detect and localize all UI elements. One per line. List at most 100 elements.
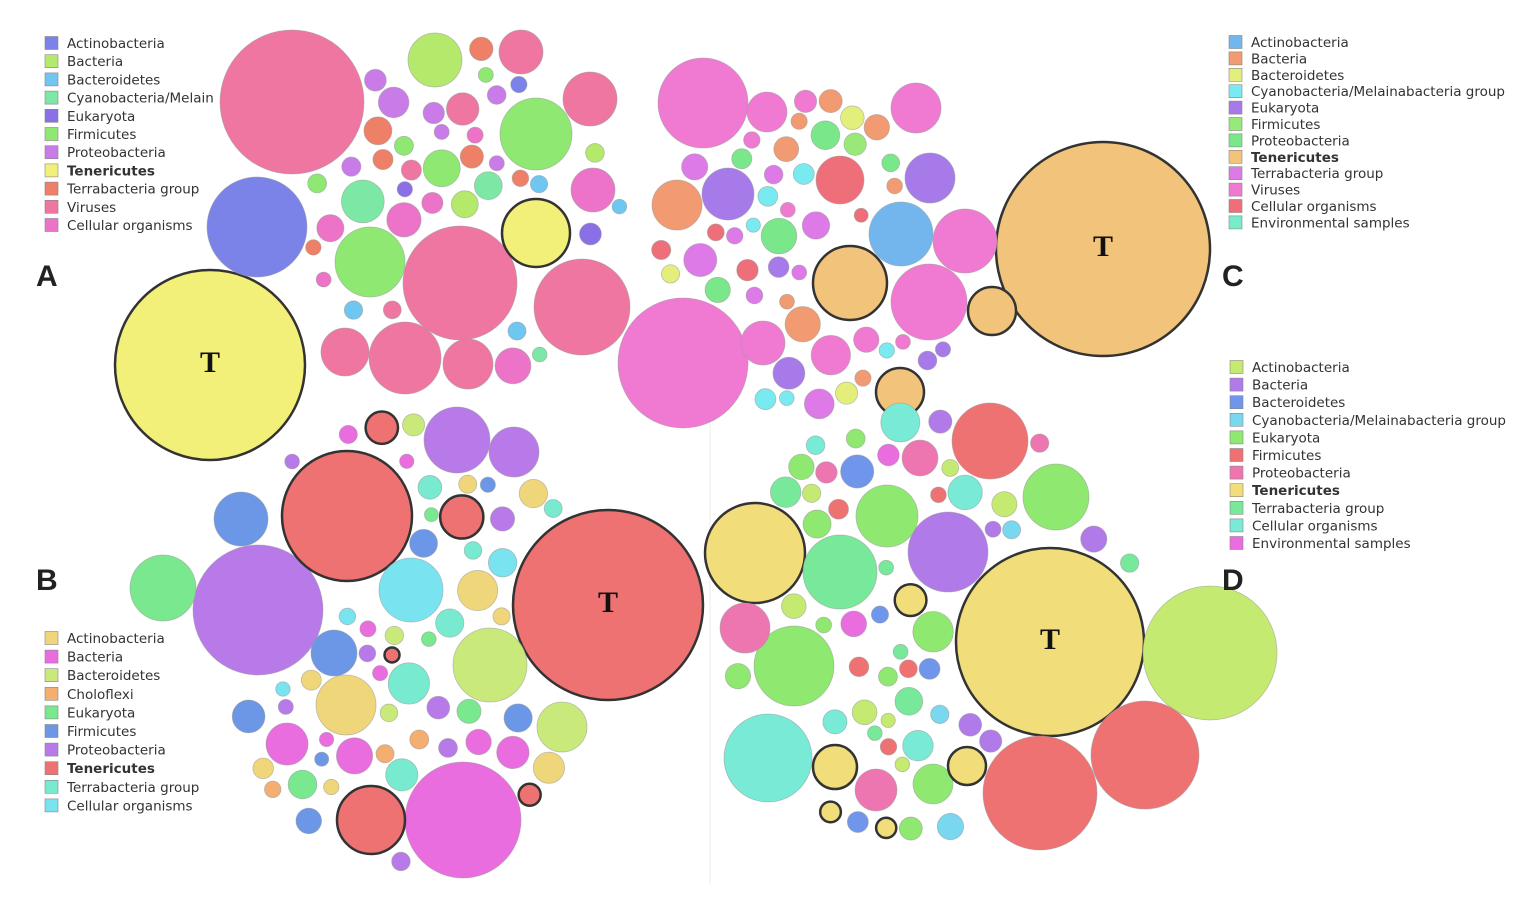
- bubble: [681, 153, 709, 181]
- bubble: [1120, 553, 1140, 573]
- highlight-bubble: [113, 268, 307, 462]
- highlight-bubble: [511, 508, 705, 702]
- bubble: [385, 758, 419, 792]
- bubble: [531, 346, 548, 363]
- legend-label: Tenericutes: [1251, 150, 1339, 166]
- legend-swatch: [44, 761, 59, 776]
- legend-label: Bacteroidetes: [67, 668, 160, 684]
- bubble: [769, 476, 802, 508]
- legend-label: Actinobacteria: [1252, 360, 1350, 376]
- bubble: [828, 498, 849, 520]
- bubble: [912, 763, 954, 805]
- legend-label: Actinobacteria: [67, 631, 165, 647]
- bubble: [499, 97, 573, 171]
- legend-swatch: [1229, 448, 1244, 462]
- bubble: [300, 669, 322, 691]
- legend-swatch: [1228, 166, 1243, 180]
- legend-label: Eukaryota: [67, 705, 135, 721]
- bubble: [863, 114, 890, 141]
- panel: T B Actinobacteria Bacteria Bacteroidetes Cho…: [36, 406, 705, 879]
- bubble: [810, 335, 851, 376]
- legend-swatch: [1228, 199, 1243, 213]
- bubble: [387, 662, 430, 705]
- bubble: [683, 243, 718, 277]
- legend-label: Eukaryota: [67, 109, 135, 125]
- legend-label: Viruses: [67, 200, 116, 216]
- highlight-bubble: [818, 800, 843, 824]
- bubble: [723, 713, 813, 803]
- legend-swatch: [44, 109, 59, 123]
- bubble: [779, 390, 795, 406]
- bubble: [466, 126, 484, 144]
- bubble: [487, 548, 518, 578]
- bubble: [465, 728, 492, 756]
- bubble: [815, 461, 838, 484]
- bubble: [457, 570, 499, 612]
- bubble: [846, 811, 869, 833]
- bubble: [518, 479, 548, 509]
- bubble: [315, 271, 332, 288]
- bubble: [377, 86, 410, 119]
- legend-swatch: [44, 686, 59, 701]
- legend-label: Actinobacteria: [1251, 35, 1349, 51]
- bubble: [338, 424, 358, 444]
- legend-label: Choloflexi: [67, 687, 134, 703]
- legend-label: Cellular organisms: [1251, 199, 1377, 215]
- legend-label: Cyanobacteria/Melainabacteria group: [1252, 413, 1506, 429]
- bubble: [219, 29, 365, 175]
- highlight-bubble: [893, 583, 928, 618]
- bubble: [810, 120, 841, 150]
- bubble: [265, 722, 309, 766]
- bubble: [840, 105, 865, 130]
- legend-swatch: [44, 181, 59, 196]
- bubble: [341, 179, 385, 224]
- legend-label: Tenericutes: [67, 761, 155, 777]
- bubble: [803, 388, 835, 420]
- legend-label: Bacteroidetes: [1252, 395, 1345, 411]
- bubble: [341, 156, 362, 177]
- legend-label: Bacteria: [1252, 378, 1308, 394]
- bubble: [773, 136, 800, 162]
- bubble: [486, 85, 507, 105]
- bubble: [1142, 585, 1278, 721]
- legend-swatch: [1228, 182, 1243, 197]
- bubble: [879, 738, 898, 756]
- bubble: [840, 610, 868, 638]
- bubble: [899, 659, 918, 679]
- bubble: [473, 171, 503, 201]
- bubble: [835, 381, 859, 405]
- bubble: [818, 89, 843, 114]
- bubble: [213, 491, 269, 547]
- bubble: [736, 258, 759, 282]
- bubble: [788, 453, 815, 481]
- bubble: [753, 625, 835, 707]
- bubble: [264, 780, 282, 799]
- legend-label: Eukaryota: [1251, 101, 1319, 117]
- legend-swatch: [1229, 360, 1244, 374]
- marker-label: T: [200, 346, 220, 379]
- bubble: [422, 149, 461, 188]
- bubble: [890, 82, 942, 134]
- bubble: [507, 321, 527, 341]
- bubble: [894, 687, 924, 716]
- bubble: [902, 729, 934, 762]
- bubble: [407, 32, 463, 88]
- bubble: [918, 657, 941, 680]
- legend-swatch: [44, 200, 59, 214]
- legend-label: Terrabacteria group: [66, 780, 199, 796]
- bubble: [802, 534, 878, 610]
- bubble: [880, 712, 896, 728]
- bubble: [853, 326, 880, 353]
- bubble: [991, 491, 1018, 518]
- bubble: [129, 554, 197, 622]
- highlight-bubble: [946, 745, 988, 787]
- bubble: [543, 499, 563, 518]
- legend-swatch: [1228, 117, 1243, 131]
- bubble: [822, 709, 848, 735]
- bubble: [843, 132, 867, 156]
- bubble: [878, 666, 898, 687]
- bubble: [724, 663, 752, 690]
- bubble: [651, 239, 672, 260]
- bubble: [379, 703, 399, 723]
